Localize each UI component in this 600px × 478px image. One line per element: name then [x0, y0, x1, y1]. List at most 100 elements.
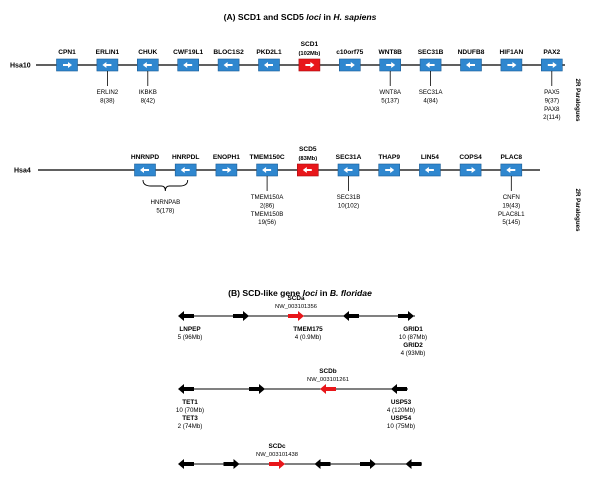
neighbour-gene-location: 4 (120Mb): [387, 407, 415, 414]
gene-pkd2l1: PKD2L1: [256, 49, 282, 72]
gene-name: SCD5: [299, 146, 317, 153]
gene-name: PAX2: [543, 49, 560, 56]
direction-arrow-left: [223, 62, 233, 68]
direction-arrow-right: [305, 62, 315, 68]
gene-name: PLAC8: [500, 154, 522, 161]
neighbour-gene-location: 5 (96Mb): [178, 334, 203, 341]
direction-arrow-right: [222, 167, 232, 173]
paralog-text: TMEM150A: [251, 194, 285, 201]
scdc-locus: SCDc NW_003101438: [178, 443, 422, 469]
gene-name: WNT8B: [378, 49, 402, 56]
direction-arrow-right: [547, 62, 557, 68]
paralog-text: SEC31B: [337, 194, 361, 201]
scaffold-accession: NW_003101356: [275, 304, 317, 310]
neighbour-gene-location: 10 (75Mb): [387, 423, 415, 430]
panel-a-title: (A) SCD1 and SCD5 loci in H. sapiens: [224, 12, 377, 22]
paralog-text: 8(42): [141, 97, 155, 104]
neighbour-gene-location: 4 (0.9Mb): [295, 334, 321, 341]
bracket-paralog-text: 5(178): [156, 207, 174, 214]
paralog-text: PAX8: [544, 106, 560, 113]
neighbour-gene-location: 2 (74Mb): [178, 423, 203, 430]
neighbour-gene-name: GRID2: [403, 342, 423, 349]
neighbour-gene-name: GRID1: [403, 326, 423, 333]
neighbour-gene-location: 10 (70Mb): [176, 407, 204, 414]
paralog-text: 5(137): [381, 97, 399, 104]
paralog-text: 8(38): [100, 97, 114, 104]
paralog-text: 10(102): [338, 202, 359, 209]
paralog-text: IKBKB: [139, 89, 157, 96]
paralog-text: 19(56): [258, 219, 276, 226]
gene-cops4: COPS4: [459, 154, 482, 177]
gene-arrow-right: [249, 384, 265, 394]
gene-arrow-left: [391, 384, 407, 394]
neighbour-gene-name: USP54: [391, 415, 412, 422]
gene-scd1: SCD1 (102Mb): [298, 41, 320, 72]
neighbour-gene-location: 10 (87Mb): [399, 334, 427, 341]
neighbour-gene-name: LNPEP: [179, 326, 201, 333]
gene-scd5: SCD5 (83Mb): [296, 146, 319, 177]
gene-c10orf75: c10orf75: [336, 49, 364, 72]
gene-name: TMEM150C: [250, 154, 285, 161]
gene-position: (102Mb): [298, 51, 320, 57]
neighbour-gene-name: USP53: [391, 399, 412, 406]
gene-thap9: THAP9: [378, 154, 400, 177]
side-label-hsa4: 2R Paralogues: [574, 189, 581, 233]
gene-name: HIF1AN: [499, 49, 523, 56]
gene-name: SCD1: [301, 41, 319, 48]
scd-gene-arrow-left: [320, 384, 336, 394]
gene-name: CWF19L1: [173, 49, 203, 56]
paralog-text: SEC31A: [419, 89, 444, 96]
direction-arrow-left: [466, 62, 475, 68]
gene-arrow-right: [223, 459, 240, 469]
direction-arrow-right: [385, 167, 395, 173]
gene-cpn1: CPN1: [56, 49, 78, 72]
paralog-text: 4(84): [423, 97, 437, 104]
panel-b-title: (B) SCD-like gene loci in B. floridae: [228, 288, 372, 298]
paralog-text: PLAC8L1: [498, 211, 525, 218]
gene-name: HNRNPD: [131, 154, 159, 161]
bracket-paralog-text: HNRNPAB: [150, 199, 180, 206]
gene-name: BLOC1S2: [213, 49, 244, 56]
paralog-text: 19(43): [502, 202, 520, 209]
paralog-text: 2(86): [260, 202, 274, 209]
scaffold-accession: NW_003101438: [256, 452, 298, 458]
gene-name: CPN1: [58, 49, 76, 56]
gene-name: HNRPDL: [172, 154, 199, 161]
gene-name: PKD2L1: [256, 49, 282, 56]
direction-arrow-left: [183, 62, 193, 68]
gene-ndufb8: NDUFB8: [458, 49, 485, 72]
direction-arrow-left: [262, 167, 272, 173]
chromosome-label: Hsa4: [14, 168, 31, 175]
direction-arrow-right: [466, 167, 476, 173]
paralog-text: 9(37): [545, 97, 559, 104]
neighbour-gene-name: TET3: [182, 415, 198, 422]
neighbour-gene-name: TMEM175: [293, 326, 323, 333]
paralog-text: 5(145): [502, 219, 520, 226]
gene-hif1an: HIF1AN: [499, 49, 524, 72]
paralog-text: WNT8A: [379, 89, 402, 96]
gene-arrow-left: [314, 459, 331, 469]
direction-arrow-left: [142, 62, 152, 68]
gene-hnrnpd: HNRNPD: [131, 154, 159, 177]
direction-arrow-left: [343, 167, 353, 173]
gene-arrow-left: [405, 459, 422, 469]
direction-arrow-left: [424, 167, 434, 173]
neighbour-gene-location: 4 (93Mb): [401, 350, 426, 357]
locus-name: SCDc: [268, 443, 285, 450]
gene-name: LIN54: [421, 154, 439, 161]
